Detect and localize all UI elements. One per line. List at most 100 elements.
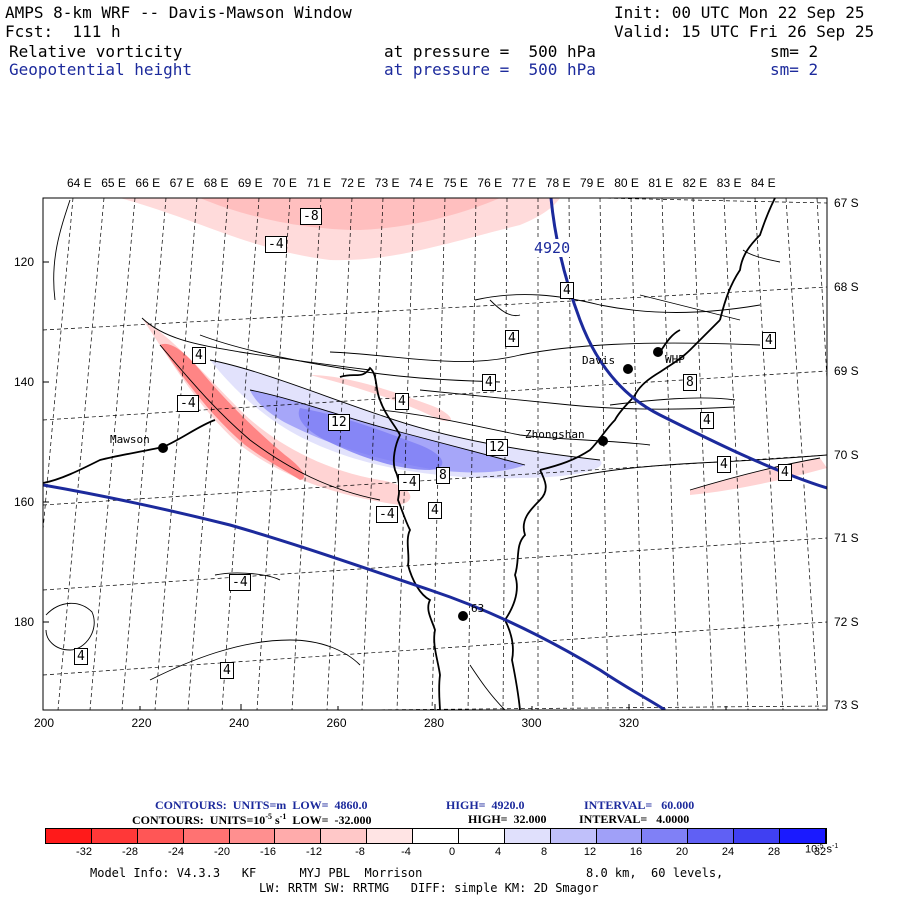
colorbar-ticks: -32 -28 -24 -20 -16 -12 -8 -4 0 4 8 12 16 20 24 28 32 bbox=[0, 846, 900, 860]
colorbar-cell bbox=[321, 829, 368, 843]
field2-smooth: sm= 2 bbox=[770, 60, 819, 79]
station-label-mawson: Mawson bbox=[110, 433, 150, 446]
colorbar-cell bbox=[413, 829, 459, 843]
contours-height-interval: INTERVAL= 60.000 bbox=[584, 798, 695, 812]
x-tick-label: 240 bbox=[229, 716, 250, 730]
whp-marker bbox=[653, 347, 663, 357]
vorticity-contours bbox=[45, 199, 827, 710]
longitude-label: 71 E bbox=[306, 176, 332, 190]
height-contour-label: 4920 bbox=[534, 239, 571, 257]
longitude-label: 66 E bbox=[135, 176, 161, 190]
station-label-63: 63 bbox=[471, 602, 485, 615]
model-info: Model Info: V4.3.3 KF MYJ PBL Morrison bbox=[90, 866, 423, 880]
station-label-zhongshan: Zhongshan bbox=[525, 428, 585, 441]
valid-time: Valid: 15 UTC Fri 26 Sep 25 bbox=[614, 22, 875, 41]
longitude-label: 78 E bbox=[545, 176, 571, 190]
latitude-label: 67 S bbox=[834, 196, 859, 210]
colorbar bbox=[45, 828, 827, 844]
contours-vort-interval: INTERVAL= 4.0000 bbox=[579, 812, 690, 826]
colorbar-cell bbox=[137, 829, 184, 843]
longitude-label: 80 E bbox=[614, 176, 639, 190]
y-axis-ticks: 120 140 160 180 bbox=[0, 0, 42, 900]
colorbar-cell bbox=[688, 829, 735, 843]
latitude-label: 72 S bbox=[834, 615, 859, 629]
mawson-marker bbox=[158, 443, 168, 453]
vorticity-contour-label: 4 bbox=[762, 332, 776, 349]
vorticity-contour-label: 8 bbox=[436, 467, 450, 484]
colorbar-tick-label: 12 bbox=[583, 846, 597, 858]
longitude-label: 77 E bbox=[511, 176, 537, 190]
colorbar-tick-label: 16 bbox=[629, 846, 643, 858]
contours-height-high: HIGH= 4920.0 bbox=[446, 798, 525, 812]
vorticity-contour-label: 4 bbox=[778, 464, 792, 481]
colorbar-tick-label: -12 bbox=[306, 846, 322, 858]
latitude-labels: 67 S 68 S 69 S 70 S 71 S 72 S 73 S bbox=[834, 0, 900, 900]
station-markers bbox=[158, 347, 663, 621]
vorticity-contour-label: 4 bbox=[395, 393, 409, 410]
colorbar-tick-label: -32 bbox=[76, 846, 92, 858]
longitude-label: 72 E bbox=[340, 176, 366, 190]
negative-vorticity-core bbox=[160, 343, 305, 480]
axis-ticks bbox=[42, 261, 727, 710]
colorbar-tick-label: 28 bbox=[767, 846, 781, 858]
colorbar-cell bbox=[367, 829, 413, 843]
vorticity-contour-label: 4 bbox=[717, 456, 731, 473]
colorbar-tick-label: 8 bbox=[540, 846, 548, 858]
vorticity-contour-label: 8 bbox=[683, 374, 697, 391]
longitude-label: 74 E bbox=[409, 176, 434, 190]
field2-pressure: at pressure = 500 hPa bbox=[384, 60, 596, 79]
vorticity-contour-label: 12 bbox=[328, 414, 350, 431]
station-label-davis: Davis bbox=[582, 354, 616, 367]
longitude-label: 84 E bbox=[751, 176, 776, 190]
vorticity-contour-label: -8 bbox=[300, 208, 322, 225]
negative-vorticity-east bbox=[690, 458, 827, 495]
y-tick-label: 180 bbox=[14, 615, 35, 629]
longitude-label: 82 E bbox=[682, 176, 708, 190]
colorbar-tick-label: -20 bbox=[214, 846, 230, 858]
colorbar-cell bbox=[550, 829, 597, 843]
x-tick-label: 200 bbox=[34, 716, 55, 730]
colorbar-cell bbox=[275, 829, 322, 843]
field1-smooth: sm= 2 bbox=[770, 42, 819, 61]
longitude-label: 67 E bbox=[169, 176, 195, 190]
colorbar-cell bbox=[642, 829, 689, 843]
negative-vorticity-band bbox=[142, 318, 411, 505]
vorticity-contour-label: 4 bbox=[505, 330, 519, 347]
contours-height-label: CONTOURS: UNITS=m LOW= 4860.0 bbox=[155, 798, 368, 812]
latitude-label: 69 S bbox=[834, 364, 859, 378]
vorticity-contour-label: 4 bbox=[482, 374, 496, 391]
field1-pressure: at pressure = 500 hPa bbox=[384, 42, 596, 61]
x-axis-ticks: 200 220 240 260 280 300 320 bbox=[0, 716, 900, 732]
contours-vort-high: HIGH= 32.000 bbox=[468, 812, 547, 826]
field2-name: Geopotential height bbox=[9, 60, 193, 79]
colorbar-tick-label: 32 bbox=[813, 846, 827, 858]
longitude-label: 65 E bbox=[101, 176, 126, 190]
x-tick-label: 220 bbox=[131, 716, 152, 730]
y-tick-label: 140 bbox=[14, 375, 35, 389]
vorticity-contour-label: 4 bbox=[560, 282, 574, 299]
init-time: Init: 00 UTC Mon 22 Sep 25 bbox=[614, 3, 865, 22]
colorbar-cell bbox=[504, 829, 551, 843]
map-title: AMPS 8-km WRF -- Davis-Mawson Window bbox=[5, 3, 352, 22]
latitude-label: 70 S bbox=[834, 448, 859, 462]
vorticity-contour-label: 12 bbox=[486, 439, 508, 456]
field1-name: Relative vorticity bbox=[9, 42, 183, 61]
forecast-hour: Fcst: 111 h bbox=[5, 22, 121, 41]
vorticity-contour-label: -4 bbox=[229, 574, 251, 591]
x-tick-label: 320 bbox=[619, 716, 640, 730]
y-tick-label: 120 bbox=[14, 255, 35, 269]
colorbar-cell bbox=[46, 829, 92, 843]
x-tick-label: 260 bbox=[326, 716, 347, 730]
colorbar-cell bbox=[780, 829, 826, 843]
positive-vorticity-mid bbox=[250, 390, 525, 473]
vorticity-contour-label: 4 bbox=[192, 347, 206, 364]
latitude-label: 68 S bbox=[834, 280, 859, 294]
contours-vort-label: CONTOURS: UNITS=10-5 s-1 LOW= -32.000 bbox=[132, 812, 372, 827]
vorticity-contour-label: -4 bbox=[265, 236, 287, 253]
colorbar-cell bbox=[183, 829, 230, 843]
colorbar-cell bbox=[229, 829, 276, 843]
x-tick-label: 300 bbox=[521, 716, 542, 730]
longitude-label: 76 E bbox=[477, 176, 503, 190]
station-label-whp: WHP bbox=[665, 353, 685, 366]
